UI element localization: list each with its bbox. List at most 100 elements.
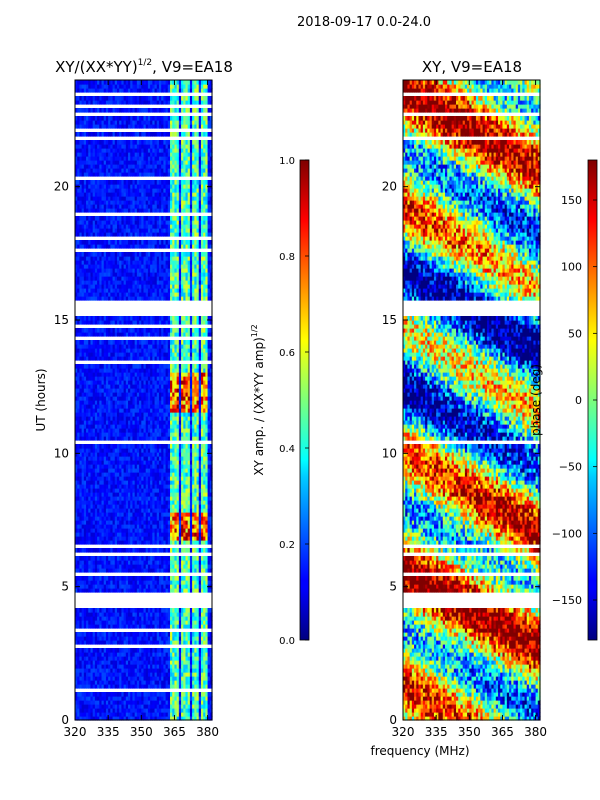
heatmap-cell: [172, 676, 176, 681]
heatmap-cell: [163, 632, 167, 637]
heatmap-cell: [172, 700, 176, 705]
heatmap-cell: [123, 696, 127, 701]
heatmap-cell: [101, 660, 105, 665]
heatmap-cell: [108, 624, 111, 629]
heatmap-row: [75, 364, 213, 369]
heatmap-cell: [145, 652, 149, 657]
heatmap-cell: [119, 636, 122, 641]
heatmap-cell: [101, 648, 105, 653]
heatmap-cell: [134, 648, 138, 653]
heatmap-cell: [123, 700, 127, 705]
heatmap-cell: [86, 640, 89, 645]
heatmap-cell: [112, 660, 116, 665]
heatmap-cell: [205, 660, 209, 665]
heatmap-cell: [167, 684, 171, 689]
heatmap-cell: [86, 692, 89, 697]
heatmap-cell: [119, 684, 122, 689]
heatmap-cell: [158, 652, 162, 657]
heatmap-cell: [108, 632, 111, 637]
heatmap-row: [75, 428, 213, 433]
heatmap-cell: [99, 652, 103, 657]
heatmap-cell: [77, 704, 81, 709]
heatmap-cell: [147, 640, 151, 645]
heatmap-cell: [165, 620, 169, 625]
heatmap-cell: [150, 708, 153, 713]
heatmap-cell: [121, 716, 125, 721]
heatmap-cell: [194, 684, 198, 689]
heatmap-cell: [83, 708, 87, 713]
heatmap-cell: [203, 684, 206, 689]
heatmap-cell: [81, 616, 85, 621]
heatmap-cell: [207, 656, 211, 661]
heatmap-cell: [108, 636, 111, 641]
heatmap-cell: [134, 680, 138, 685]
heatmap-cell: [185, 704, 189, 709]
heatmap-cell: [99, 648, 103, 653]
heatmap-cell: [198, 624, 202, 629]
heatmap-cell: [185, 664, 189, 669]
heatmap-cell: [192, 708, 195, 713]
heatmap-cell: [174, 716, 178, 721]
heatmap-cell: [194, 712, 198, 717]
heatmap-cell: [94, 636, 98, 641]
heatmap-cell: [154, 648, 158, 653]
heatmap-cell: [101, 656, 105, 661]
heatmap-cell: [90, 684, 94, 689]
heatmap-cell: [200, 620, 204, 625]
heatmap-cell: [86, 712, 89, 717]
heatmap-cell: [163, 716, 167, 721]
heatmap-cell: [178, 656, 182, 661]
heatmap-cell: [172, 660, 176, 665]
heatmap-cell: [81, 620, 85, 625]
heatmap-cell: [185, 632, 189, 637]
heatmap-cell: [207, 620, 211, 625]
heatmap-cell: [145, 676, 149, 681]
heatmap-cell: [196, 716, 200, 721]
heatmap-cell: [121, 712, 125, 717]
heatmap-cell: [183, 708, 187, 713]
heatmap-cell: [81, 656, 85, 661]
heatmap-cell: [161, 624, 164, 629]
heatmap-cell: [81, 660, 85, 665]
heatmap-cell: [163, 648, 167, 653]
heatmap-cell: [119, 664, 122, 669]
heatmap-cell: [105, 640, 109, 645]
heatmap-cell: [150, 696, 153, 701]
heatmap-cell: [128, 664, 131, 669]
heatmap-cell: [132, 652, 136, 657]
heatmap-cell: [200, 640, 204, 645]
heatmap-cell: [209, 700, 213, 705]
heatmap-cell: [189, 684, 193, 689]
heatmap-cell: [130, 664, 134, 669]
heatmap-cell: [209, 676, 213, 681]
heatmap-cell: [176, 648, 180, 653]
heatmap-cell: [163, 640, 167, 645]
heatmap-cell: [200, 692, 204, 697]
heatmap-cell: [105, 624, 109, 629]
heatmap-cell: [97, 624, 100, 629]
heatmap-cell: [178, 660, 182, 665]
heatmap-cell: [181, 664, 184, 669]
heatmap-cell: [77, 660, 81, 665]
heatmap-cell: [181, 684, 184, 689]
heatmap-cell: [209, 624, 213, 629]
heatmap-row: [75, 696, 213, 701]
heatmap-cell: [147, 668, 151, 673]
heatmap-cell: [200, 704, 204, 709]
heatmap-cell: [77, 708, 81, 713]
heatmap-cell: [178, 700, 182, 705]
heatmap-cell: [170, 692, 173, 697]
heatmap-row: [75, 672, 213, 677]
heatmap-cell: [205, 624, 209, 629]
heatmap-cell: [112, 632, 116, 637]
heatmap-cell: [192, 660, 195, 665]
heatmap-cell: [207, 708, 211, 713]
heatmap-cell: [114, 692, 118, 697]
heatmap-cell: [143, 664, 147, 669]
heatmap-cell: [209, 640, 213, 645]
heatmap-cell: [79, 692, 83, 697]
heatmap-cell: [192, 712, 195, 717]
heatmap-cell: [114, 708, 118, 713]
heatmap-cell: [194, 652, 198, 657]
heatmap-cell: [116, 684, 120, 689]
